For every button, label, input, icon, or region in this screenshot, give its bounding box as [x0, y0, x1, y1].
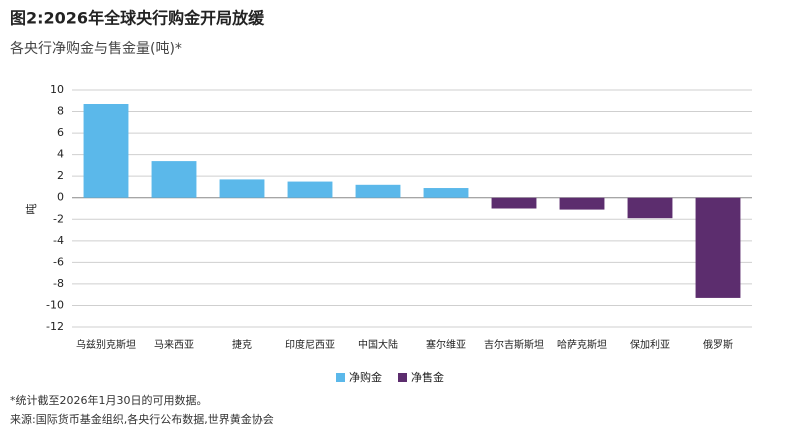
legend-swatch: [398, 373, 407, 382]
chart-title: 图2:2026年全球央行购金开局放缓: [10, 9, 265, 28]
legend-swatch: [336, 373, 345, 382]
legend-label: 净购金: [349, 370, 382, 384]
bar: [83, 104, 129, 198]
y-tick-label: -6: [53, 255, 64, 268]
x-tick-label: 哈萨克斯坦: [557, 338, 607, 351]
bar: [219, 179, 265, 198]
x-tick-label: 马来西亚: [154, 339, 194, 351]
bar: [559, 197, 605, 210]
x-tick-label: 塞尔维亚: [426, 338, 466, 351]
x-tick-label: 俄罗斯: [703, 338, 733, 351]
x-tick-label: 捷克: [232, 338, 252, 351]
y-tick-label: 0: [57, 191, 64, 204]
y-tick-label: -4: [53, 234, 64, 247]
y-tick-label: 4: [57, 148, 64, 161]
y-tick-label: -8: [53, 277, 64, 290]
bar: [423, 188, 469, 198]
y-tick-label: 10: [50, 83, 64, 96]
y-tick-label: -2: [53, 212, 64, 225]
x-tick-label: 保加利亚: [630, 338, 670, 351]
legend-label: 净售金: [411, 370, 444, 384]
x-tick-label: 印度尼西亚: [285, 338, 335, 351]
bar: [355, 184, 401, 198]
bar: [695, 197, 741, 298]
y-tick-label: -12: [46, 320, 64, 333]
y-axis-label: 吨: [25, 204, 38, 215]
y-tick-label: -10: [46, 298, 64, 311]
chart-subtitle: 各央行净购金与售金量(吨)*: [10, 41, 182, 57]
x-tick-label: 中国大陆: [358, 338, 398, 351]
source: 来源:国际货币基金组织,各央行公布数据,世界黄金协会: [10, 412, 274, 426]
y-tick-label: 6: [57, 126, 64, 139]
x-tick-label: 乌兹别克斯坦: [76, 338, 136, 351]
y-tick-label: 8: [57, 105, 64, 118]
footnote: *统计截至2026年1月30日的可用数据。: [10, 393, 208, 407]
y-tick-label: 2: [57, 169, 64, 182]
bar: [491, 197, 537, 209]
bar: [287, 181, 333, 198]
x-tick-label: 吉尔吉斯斯坦: [484, 338, 544, 351]
bar: [151, 161, 197, 198]
bar: [627, 197, 673, 219]
